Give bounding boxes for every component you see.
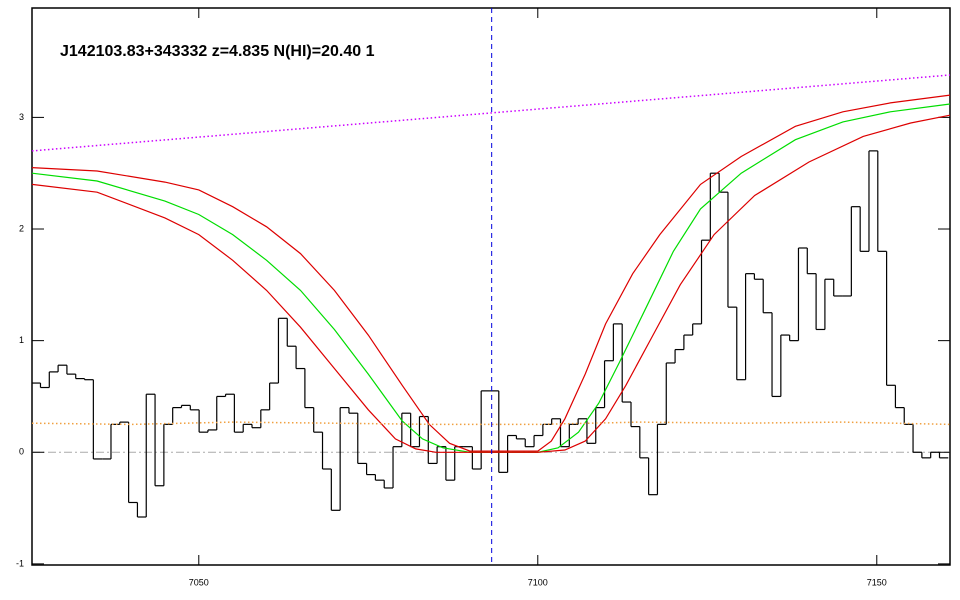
y-tick-label: 3 <box>19 112 24 122</box>
dotted-curve <box>31 421 951 426</box>
x-tick-label: 7100 <box>528 577 548 587</box>
x-tick-label: 7050 <box>189 577 209 587</box>
model-curve <box>31 94 951 452</box>
y-tick-label: -1 <box>16 558 24 568</box>
model-curve <box>31 103 951 453</box>
model-curve <box>31 114 951 453</box>
chart-title: J142103.83+343332 z=4.835 N(HI)=20.40 1 <box>60 43 375 60</box>
y-tick-label: 0 <box>19 447 24 457</box>
y-tick-label: 2 <box>19 223 24 233</box>
y-tick-label: 1 <box>19 335 24 345</box>
dotted-curve <box>31 74 951 152</box>
plot-frame <box>31 7 951 566</box>
x-tick-label: 7150 <box>867 577 887 587</box>
